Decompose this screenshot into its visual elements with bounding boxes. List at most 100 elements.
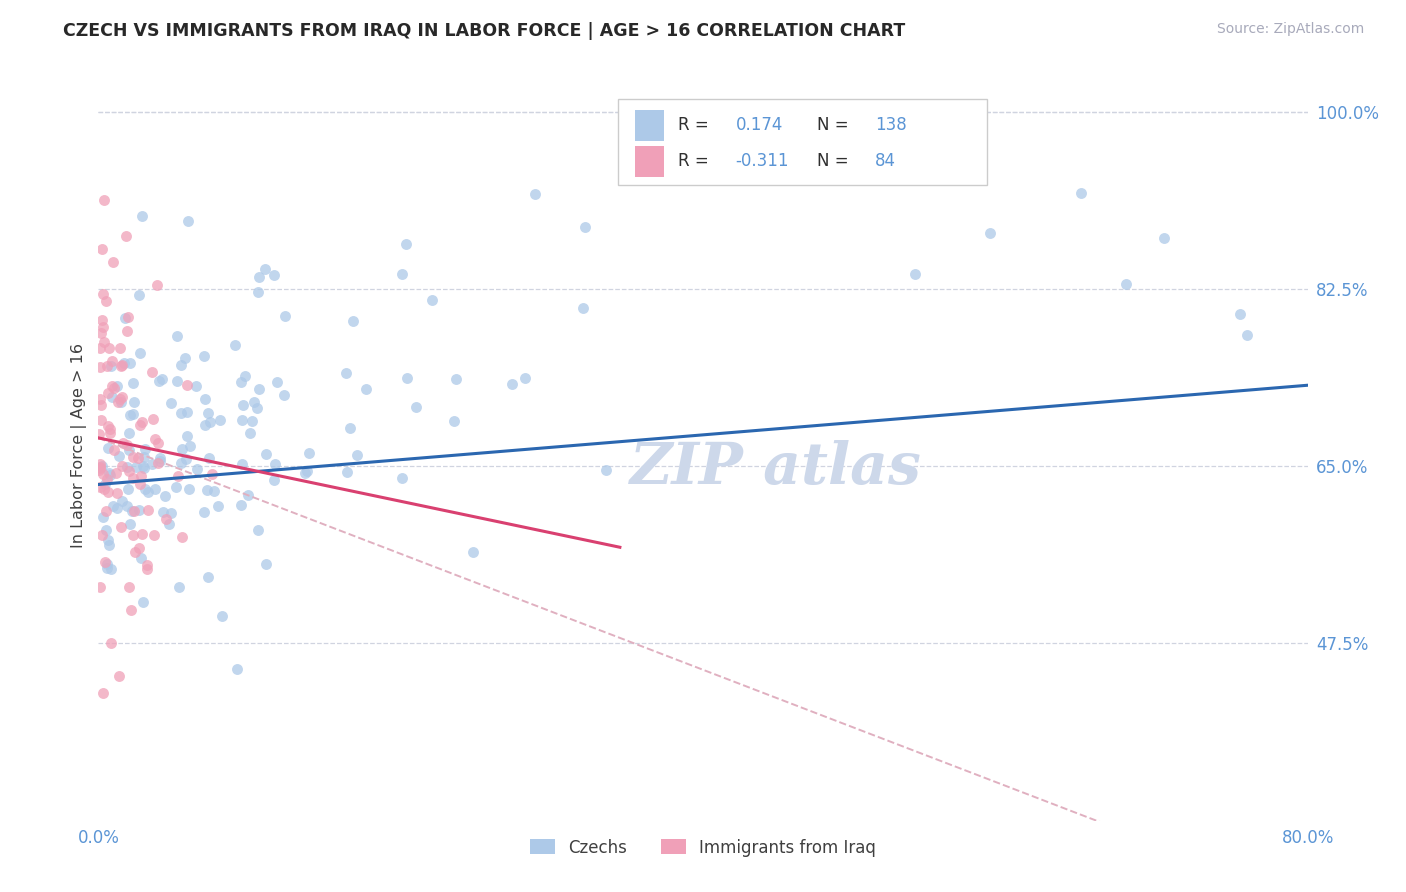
Point — [91, 313, 114, 327]
Point — [444, 372, 467, 386]
Point — [391, 267, 413, 281]
Point — [166, 469, 188, 483]
Point — [129, 346, 152, 360]
Point — [142, 411, 165, 425]
Point — [122, 407, 145, 421]
Point — [111, 358, 134, 372]
Point — [146, 278, 169, 293]
Point — [89, 480, 111, 494]
Point — [108, 449, 131, 463]
Point — [211, 608, 233, 623]
Point — [273, 387, 295, 401]
Point — [179, 439, 201, 453]
Point — [128, 541, 150, 556]
Point — [94, 504, 117, 518]
Point — [1070, 186, 1092, 200]
Point — [148, 374, 170, 388]
Point — [177, 482, 200, 496]
Point — [294, 467, 316, 481]
Point — [194, 392, 217, 406]
Point — [197, 406, 219, 420]
Point — [112, 356, 135, 370]
Point — [152, 505, 174, 519]
Point — [335, 366, 357, 380]
Point — [176, 378, 198, 392]
Point — [89, 460, 111, 475]
Point — [101, 379, 124, 393]
Point — [297, 464, 319, 478]
Point — [231, 458, 253, 472]
Point — [346, 449, 368, 463]
Point — [105, 486, 128, 500]
Point — [174, 452, 197, 467]
Point — [127, 450, 149, 465]
Point — [339, 421, 361, 435]
Point — [263, 457, 285, 471]
Point — [91, 510, 114, 524]
Point — [143, 482, 166, 496]
Point — [89, 580, 111, 594]
Point — [395, 371, 418, 385]
Text: R =: R = — [678, 116, 714, 135]
Point — [246, 401, 269, 415]
Point — [136, 502, 159, 516]
Point — [118, 580, 141, 594]
Point — [97, 341, 120, 355]
Point — [198, 451, 221, 466]
Point — [904, 267, 927, 281]
Point — [112, 436, 135, 450]
Point — [103, 381, 125, 395]
Point — [1115, 277, 1137, 291]
Point — [1153, 231, 1175, 245]
Point — [143, 527, 166, 541]
Point — [132, 459, 155, 474]
Point — [231, 376, 253, 390]
Point — [117, 499, 139, 513]
Point — [131, 415, 153, 429]
Text: 0.174: 0.174 — [735, 116, 783, 135]
Point — [501, 377, 523, 392]
Point — [420, 293, 443, 307]
Point — [167, 580, 190, 594]
Point — [118, 464, 141, 478]
Point — [263, 268, 285, 282]
Point — [243, 394, 266, 409]
Point — [96, 359, 118, 373]
Point — [172, 530, 194, 544]
Point — [89, 460, 111, 475]
Point — [134, 483, 156, 497]
Point — [443, 414, 465, 428]
Point — [117, 482, 139, 496]
Point — [155, 489, 177, 503]
Point — [131, 527, 153, 541]
Point — [207, 499, 229, 513]
Text: N =: N = — [817, 116, 853, 135]
Point — [100, 359, 122, 374]
Point — [120, 603, 142, 617]
Point — [194, 417, 217, 432]
Point — [89, 341, 111, 355]
Point — [166, 328, 188, 343]
Point — [115, 324, 138, 338]
Point — [247, 523, 270, 537]
Point — [98, 422, 121, 436]
Point — [110, 395, 132, 409]
Point — [165, 480, 187, 494]
Point — [166, 374, 188, 388]
Point — [94, 477, 117, 491]
Point — [208, 413, 231, 427]
Point — [89, 462, 111, 476]
Point — [110, 359, 132, 373]
Point — [122, 471, 145, 485]
Point — [90, 413, 112, 427]
Point — [170, 358, 193, 372]
Point — [93, 193, 115, 207]
Point — [513, 371, 536, 385]
Point — [91, 287, 114, 301]
Point — [105, 467, 128, 481]
FancyBboxPatch shape — [636, 145, 664, 177]
Y-axis label: In Labor Force | Age > 16: In Labor Force | Age > 16 — [72, 343, 87, 549]
Point — [224, 338, 246, 352]
FancyBboxPatch shape — [619, 99, 987, 186]
Point — [94, 555, 117, 569]
